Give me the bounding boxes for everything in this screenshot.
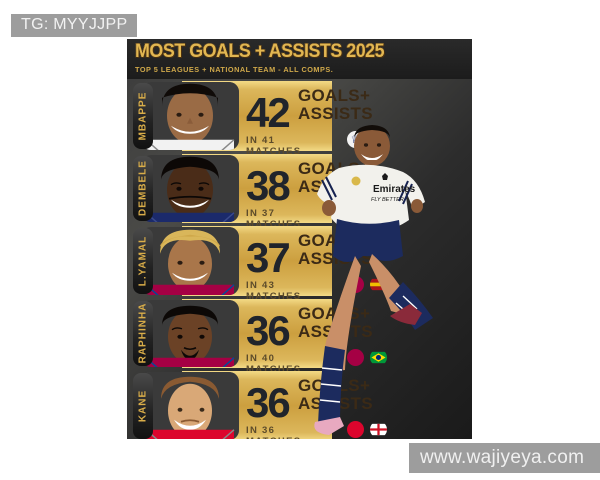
svg-text:FLY BETTER: FLY BETTER	[371, 197, 404, 203]
svg-text:Emirates: Emirates	[373, 184, 416, 195]
